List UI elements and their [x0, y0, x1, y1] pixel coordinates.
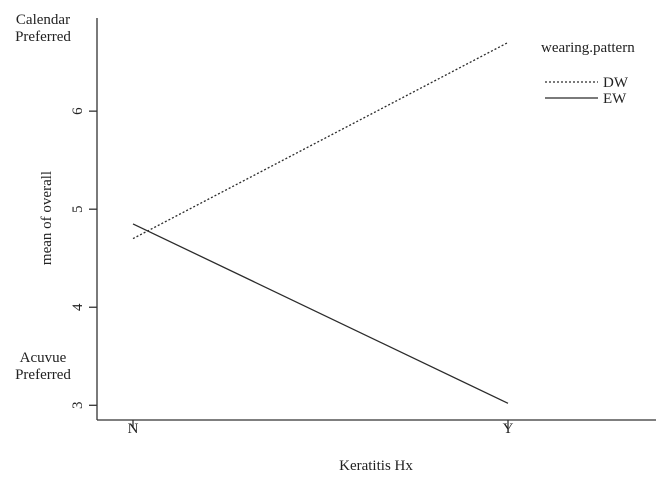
- x-tick-label: Y: [503, 421, 514, 437]
- legend-title: wearing.pattern: [541, 40, 635, 56]
- y-tick-label: 4: [70, 303, 86, 311]
- annotation-acuvue-line1: Acuvue: [20, 350, 67, 366]
- y-axis-ticks: 3 4 5 6: [70, 107, 97, 409]
- annotation-calendar-line1: Calendar: [16, 12, 70, 28]
- annotation-calendar-line2: Preferred: [15, 29, 71, 45]
- annotation-acuvue-line2: Preferred: [15, 367, 71, 383]
- x-axis-title: Keratitis Hx: [339, 458, 413, 474]
- series-layer: [132, 41, 509, 404]
- legend-label-ew: EW: [603, 91, 627, 107]
- series-line-ew: [132, 223, 509, 404]
- y-tick-label: 3: [70, 402, 86, 410]
- y-tick-label: 6: [70, 107, 86, 115]
- legend-label-dw: DW: [603, 75, 629, 91]
- x-tick-label: N: [128, 421, 139, 437]
- series-line-dw: [132, 41, 509, 240]
- y-tick-label: 5: [70, 205, 86, 213]
- y-axis-title: mean of overall: [39, 171, 55, 265]
